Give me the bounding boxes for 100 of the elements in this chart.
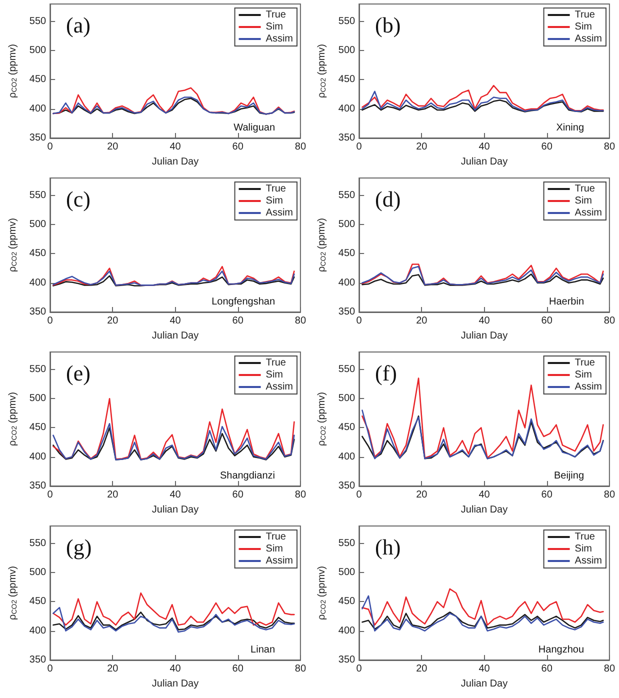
- line-series: [362, 612, 604, 630]
- annotation: (f): [375, 360, 397, 386]
- x-tick-label: 60: [541, 490, 553, 500]
- y-tick-label: 350: [338, 132, 356, 144]
- y-tick-label: 400: [29, 103, 47, 114]
- x-tick-label: 20: [416, 142, 428, 152]
- y-tick-label: 350: [29, 654, 47, 666]
- x-tick-label: 60: [541, 142, 553, 152]
- line-series: [362, 90, 604, 112]
- x-tick-label: 0: [47, 316, 54, 326]
- legend-label: Sim: [266, 370, 284, 380]
- x-tick-label: 0: [47, 664, 54, 674]
- annotation: Xining: [556, 122, 584, 134]
- y-tick-label: 500: [29, 393, 47, 404]
- x-tick-label: 0: [47, 142, 54, 152]
- legend-label: Sim: [574, 544, 592, 554]
- x-tick-label: 40: [170, 490, 182, 500]
- x-tick-label: 20: [107, 490, 119, 500]
- legend-label: Assim: [574, 382, 602, 392]
- y-tick-label: 500: [338, 219, 356, 230]
- annotation: Waliguan: [234, 122, 276, 134]
- y-tick-label: 500: [29, 45, 47, 56]
- y-tick-label: 350: [29, 132, 47, 144]
- x-tick-label: 0: [356, 316, 362, 326]
- annotation: Longfengshan: [212, 296, 276, 308]
- legend-label: Sim: [574, 22, 592, 32]
- x-tick-label: 0: [47, 490, 54, 500]
- x-tick-label: 80: [604, 664, 616, 674]
- legend-label: Sim: [574, 370, 592, 380]
- line-series: [362, 273, 604, 286]
- y-tick-label: 450: [338, 422, 356, 434]
- legend-label: Sim: [266, 544, 284, 554]
- y-tick-label: 400: [29, 625, 47, 636]
- annotation: (g): [66, 534, 92, 560]
- x-tick-label: 20: [107, 664, 119, 674]
- x-tick-label: 80: [604, 142, 616, 152]
- legend-label: True: [266, 184, 286, 194]
- x-tick-label: 40: [170, 142, 182, 152]
- y-tick-label: 350: [338, 480, 356, 492]
- x-tick-label: 60: [232, 142, 244, 152]
- annotation: (h): [375, 534, 401, 560]
- x-tick-label: 40: [170, 664, 182, 674]
- annotation: Shangdianzi: [220, 470, 276, 482]
- x-tick-label: 60: [541, 664, 553, 674]
- y-tick-label: 350: [29, 306, 47, 318]
- y-tick-label: 450: [338, 74, 356, 86]
- annotation: Hangzhou: [538, 644, 584, 656]
- legend-label: True: [266, 10, 286, 20]
- legend-label: Sim: [266, 196, 284, 206]
- legend-label: Assim: [266, 208, 294, 218]
- x-tick-label: 60: [541, 316, 553, 326]
- x-axis-title: Julian Day: [152, 678, 199, 690]
- legend-label: Assim: [266, 34, 294, 44]
- legend-label: Assim: [574, 208, 602, 218]
- x-tick-label: 80: [294, 490, 306, 500]
- x-tick-label: 0: [356, 490, 362, 500]
- annotation: Haerbin: [548, 296, 584, 308]
- line-series: [52, 592, 295, 626]
- y-tick-label: 400: [29, 277, 47, 288]
- x-tick-label: 0: [356, 142, 362, 152]
- y-tick-label: 350: [338, 654, 356, 666]
- line-series: [52, 606, 295, 633]
- annotation: Linan: [250, 644, 275, 656]
- y-tick-label: 500: [338, 393, 356, 404]
- x-axis-title: Julian Day: [460, 156, 508, 168]
- x-tick-label: 40: [478, 490, 490, 500]
- y-tick-label: 400: [338, 451, 356, 462]
- y-tick-label: 550: [29, 16, 47, 27]
- y-tick-label: 550: [29, 190, 47, 201]
- y-tick-label: 450: [29, 248, 47, 260]
- y-tick-label: 350: [29, 480, 47, 492]
- x-tick-label: 40: [170, 316, 182, 326]
- legend-label: True: [574, 532, 596, 542]
- y-tick-label: 550: [338, 364, 356, 375]
- legend-label: Assim: [574, 556, 602, 566]
- legend-label: Assim: [574, 34, 602, 44]
- y-tick-label: 450: [29, 422, 47, 434]
- y-tick-label: 400: [29, 451, 47, 462]
- x-tick-label: 60: [232, 490, 244, 500]
- legend-label: Sim: [266, 22, 284, 32]
- y-tick-label: 350: [338, 306, 356, 318]
- y-tick-label: 400: [338, 625, 356, 636]
- line-series: [52, 87, 295, 115]
- legend-label: True: [266, 532, 286, 542]
- y-tick-label: 500: [29, 567, 47, 578]
- x-tick-label: 40: [478, 316, 490, 326]
- x-tick-label: 60: [232, 316, 244, 326]
- x-tick-label: 20: [107, 142, 119, 152]
- y-tick-label: 450: [29, 596, 47, 608]
- line-series: [362, 588, 604, 626]
- y-tick-label: 500: [338, 45, 356, 56]
- x-tick-label: 20: [416, 316, 428, 326]
- legend-label: True: [266, 358, 286, 368]
- line-series: [52, 398, 295, 460]
- x-tick-label: 20: [107, 316, 119, 326]
- x-tick-label: 20: [416, 490, 428, 500]
- legend-label: Assim: [266, 556, 294, 566]
- legend-label: Sim: [574, 196, 592, 206]
- y-tick-label: 550: [338, 538, 356, 549]
- line-series: [362, 84, 604, 112]
